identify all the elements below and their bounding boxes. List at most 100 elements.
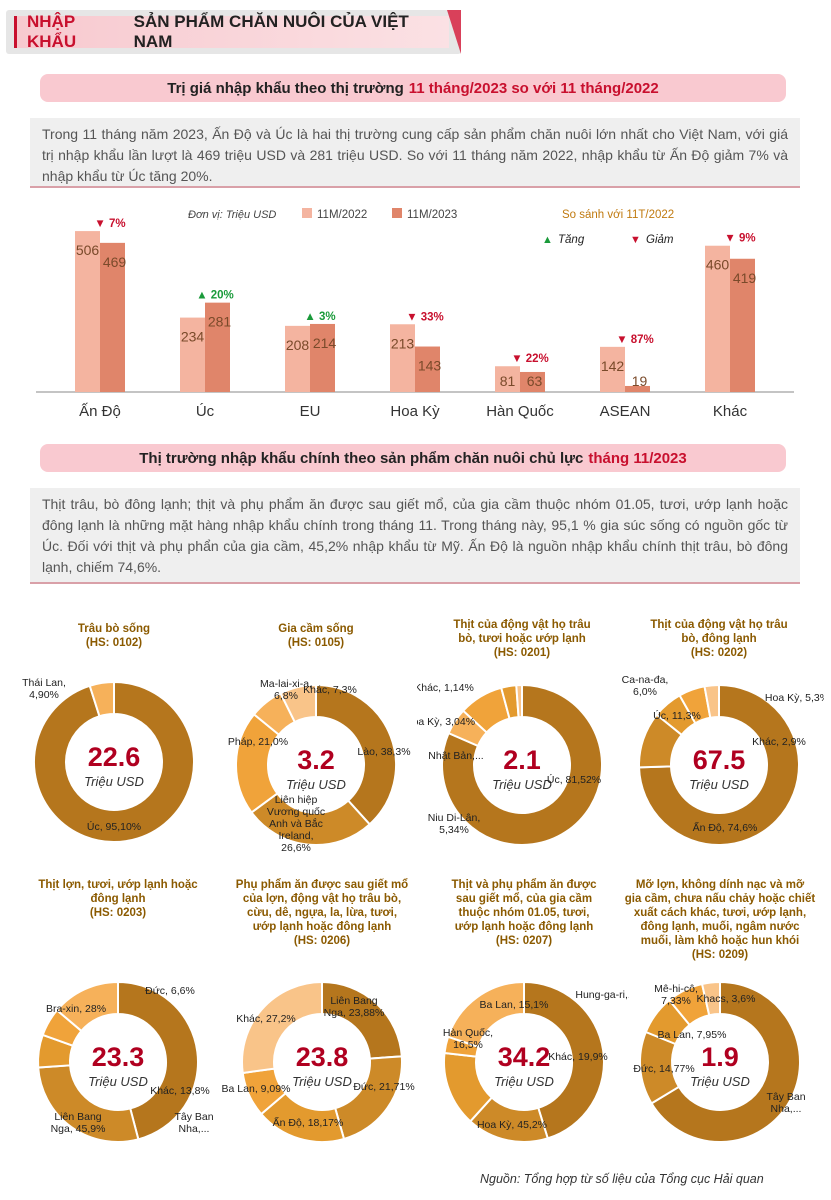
unit-label: Đơn vị: Triệu USD — [188, 209, 276, 221]
category-label-4: Hàn Quốc — [486, 403, 554, 420]
donut-title-3: Thịt của động vật họ trâu bò, đông lạnh (H… — [614, 618, 824, 660]
legend-down-label: Giảm — [646, 234, 674, 246]
bar-2023-6 — [730, 258, 755, 392]
category-label-6: Khác — [713, 403, 748, 420]
page-title-rest: SẢN PHẨM CHĂN NUÔI CỦA VIỆT NAM — [133, 12, 409, 51]
donut-3-label-3: Hoa Kỳ, 5,3% — [765, 692, 824, 704]
donut-5-label-1: Đức, 21,71% — [353, 1081, 414, 1093]
section2-title-highlight: tháng 11/2023 — [588, 449, 687, 467]
category-label-3: Hoa Kỳ — [390, 403, 440, 420]
donut-code-3: (HS: 0202) — [690, 647, 748, 659]
donut-chart-5: 23.8 Triệu USD Liên Bang Nga, 23,88% Đức, 21… — [222, 980, 415, 1143]
donut-7-label-1: Đức, 14,77% — [633, 1063, 694, 1075]
legend-swatch-1 — [392, 208, 402, 218]
donut-2-label-1: Niu Di-Lân, 5,34% — [428, 812, 481, 836]
donut-title-6: Thịt và phụ phẩm ăn được sau giết mổ, của… — [419, 878, 629, 948]
bar-label-2023-3: 143 — [418, 358, 442, 374]
bar-label-2023-1: 281 — [208, 314, 232, 330]
donut-code-5: (HS: 0206) — [293, 935, 351, 947]
donut-code-0: (HS: 0102) — [85, 637, 143, 649]
donut-7-slice-0 — [650, 980, 801, 1143]
donut-title-4: Thịt lợn, tươi, ướp lạnh hoặc đông lạnh (H… — [13, 878, 223, 920]
donut-7-unit: Triệu USD — [690, 1074, 750, 1089]
donut-5-label-3: Ba Lan, 9,09% — [222, 1083, 291, 1095]
section1-title-text: Trị giá nhập khẩu theo thị trường — [167, 79, 404, 97]
donut-title-0: Trâu bò sống (HS: 0102) — [9, 622, 219, 650]
donut-0-hole — [67, 715, 161, 809]
donut-2-label-4: Khác, 1,14% — [417, 682, 474, 694]
bar-label-2022-6: 460 — [706, 257, 730, 273]
legend-label-0: 11M/2022 — [317, 209, 367, 221]
section1-paragraph: Trong 11 tháng năm 2023, Ấn Độ và Úc là … — [30, 118, 800, 188]
donut-chart-3: 67.5 Triệu USD Ấn Độ, 74,6% Úc, 11,3% Ca-na-… — [622, 674, 824, 846]
section2-paragraph: Thịt trâu, bò đông lạnh; thịt và phụ phẩ… — [30, 488, 800, 584]
donut-4-total: 23.3 — [92, 1042, 145, 1072]
section1-title: Trị giá nhập khẩu theo thị trường 11 thá… — [40, 74, 786, 102]
donut-7-label-0: Tây Ban Nha,... — [766, 1091, 805, 1115]
donut-1-label-0: Lào, 38,3% — [357, 746, 410, 758]
change-label-0: ▼ 7% — [94, 218, 125, 230]
bar-label-2023-6: 419 — [733, 270, 757, 286]
donut-4-label-3: Tây Ban Nha,... — [174, 1111, 213, 1135]
donut-4-label-2: Đức, 6,6% — [145, 985, 195, 997]
donut-5-label-4: Khác, 27,2% — [236, 1013, 296, 1025]
donut-3-total: 67.5 — [693, 745, 746, 775]
donut-2-label-3: Hoa Kỳ, 3,04% — [417, 716, 475, 728]
donut-5-unit: Triệu USD — [292, 1074, 352, 1089]
change-label-1: ▲ 20% — [196, 290, 234, 302]
donut-code-7: (HS: 0209) — [691, 949, 749, 961]
bar-label-2022-0: 506 — [76, 242, 100, 258]
donut-3-label-2: Ca-na-đa, 6,0% — [622, 674, 669, 698]
legend-swatch-0 — [302, 208, 312, 218]
donut-6-label-2: Ba Lan, 15,1% — [480, 999, 549, 1011]
donut-code-4: (HS: 0203) — [89, 907, 147, 919]
donut-2-slice-4 — [515, 683, 523, 719]
page-title-highlight: NHẬP KHẨU — [27, 12, 77, 51]
donut-title-7: Mỡ lợn, không dính nạc và mỡ gia cầm, chư… — [615, 878, 825, 962]
donut-1-slice-4 — [279, 683, 317, 724]
donut-4-slice-0 — [117, 980, 199, 1141]
donut-7-slice-4 — [700, 980, 721, 1017]
donut-4-label-0: Liên Bang Nga, 45,9% — [51, 1111, 106, 1135]
donut-6-slice-4 — [446, 980, 525, 1049]
donut-2-slice-0 — [441, 683, 603, 846]
donut-0-label-0: Úc, 95,10% — [87, 820, 141, 833]
donut-2-hole — [475, 718, 569, 812]
donut-1-total: 3.2 — [297, 745, 335, 775]
bar-2023-0 — [100, 242, 125, 392]
donut-5-hole — [275, 1015, 369, 1109]
donut-4-unit: Triệu USD — [88, 1074, 148, 1089]
donut-6-total: 34.2 — [498, 1042, 551, 1072]
donut-2-unit: Triệu USD — [492, 777, 552, 792]
bar-2023-2 — [310, 323, 335, 392]
bar-label-2022-4: 81 — [500, 373, 516, 389]
change-label-5: ▼ 87% — [616, 334, 654, 346]
donut-title-1: Gia cầm sống (HS: 0105) — [211, 622, 421, 650]
bar-2022-5 — [600, 346, 625, 392]
donut-0-label-1: Thái Lan, 4,90% — [22, 677, 66, 701]
donut-5-total: 23.8 — [296, 1042, 349, 1072]
legend-label-1: 11M/2023 — [407, 209, 457, 221]
donut-6-label-0: Hoa Kỳ, 45,2% — [477, 1119, 547, 1131]
compare-title: So sánh với 11T/2022 — [562, 209, 674, 221]
page-title: NHẬP KHẨU SẢN PHẨM CHĂN NUÔI CỦA VIỆT NA… — [14, 12, 449, 51]
bar-2023-1 — [205, 302, 230, 392]
up-arrow-icon: ▲ — [542, 234, 553, 246]
donut-2-label-0: Úc, 81,52% — [547, 773, 601, 786]
donut-1-label-4: Khác, 7,3% — [303, 684, 357, 696]
donut-3-label-1: Úc, 11,3% — [653, 709, 701, 722]
donut-5-label-0: Liên Bang Nga, 23,88% — [324, 995, 385, 1019]
change-label-6: ▼ 9% — [724, 233, 755, 245]
donut-6-label-1: Hàn Quốc, 16,5% — [443, 1027, 493, 1051]
donut-0-slice-0 — [33, 680, 195, 843]
donut-4-hole — [71, 1015, 165, 1109]
bar-2022-3 — [390, 324, 415, 392]
bar-2022-6 — [705, 245, 730, 392]
bar-label-2023-0: 469 — [103, 254, 127, 270]
donut-5-label-2: Ấn Độ, 18,17% — [273, 1116, 344, 1129]
donut-6-label-3: Hung-ga-ri,... — [575, 989, 629, 1001]
donut-code-2: (HS: 0201) — [493, 647, 551, 659]
donut-chart-7: 1.9 Triệu USD Tây Ban Nha,... Đức, 14,77% Ba … — [633, 980, 806, 1143]
down-arrow-icon: ▼ — [630, 234, 641, 246]
